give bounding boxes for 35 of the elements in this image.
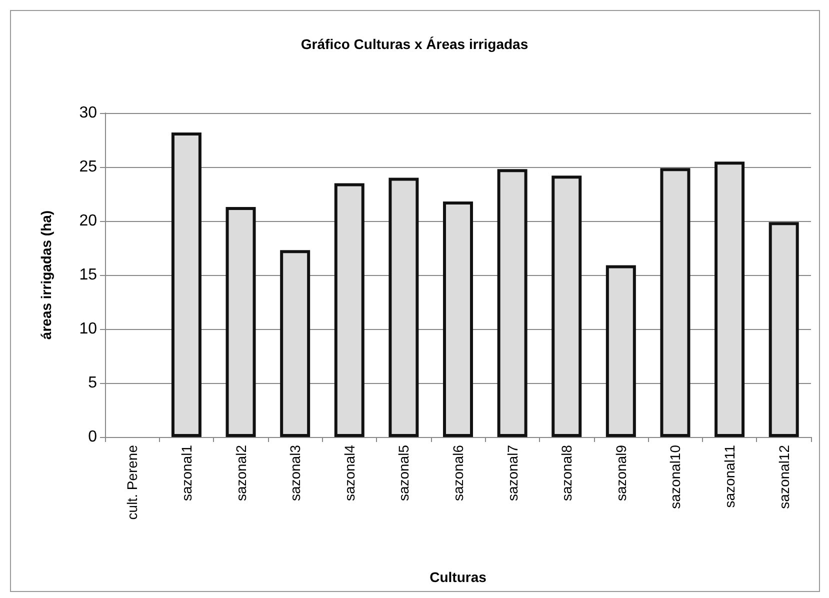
x-tick-label: cult. Perene [124,444,140,520]
y-tick-label: 30 [79,104,98,122]
bar [552,176,582,437]
bar [606,265,636,437]
x-tick-label: sazonal12 [776,444,792,509]
y-tick-label: 20 [79,212,98,230]
bar [388,178,419,437]
bar [280,250,310,437]
x-tick-label: sazonal5 [396,444,412,502]
bar [226,206,256,437]
y-axis-title: áreas irrigadas (ha) [38,210,54,340]
bar [334,183,364,437]
x-tick-label: sazonal10 [667,444,684,509]
y-tick-label: 25 [79,158,98,176]
x-tick-label: sazonal7 [504,444,520,502]
bar [714,162,745,437]
y-tick-label: 5 [88,374,98,392]
bar [171,132,202,437]
x-tick-label: sazonal1 [178,444,194,502]
x-tick-label: sazonal2 [232,444,249,502]
x-tick-label: sazonal11 [722,444,738,508]
chart-title: Gráfico Culturas x Áreas irrigadas [300,36,528,52]
x-tick-label: sazonal8 [558,444,575,502]
x-tick-label: sazonal9 [612,444,629,502]
bar [768,222,799,437]
y-tick-label: 15 [79,266,98,284]
bar [497,169,528,437]
bar [660,168,690,437]
x-tick-label: sazonal3 [287,444,304,502]
bar [443,202,473,437]
x-tick-label: sazonal6 [450,444,466,502]
y-tick-label: 0 [88,428,98,446]
x-axis-title: Culturas [430,569,487,585]
x-tick-label: sazonal4 [341,444,358,502]
y-tick-label: 10 [79,320,98,338]
